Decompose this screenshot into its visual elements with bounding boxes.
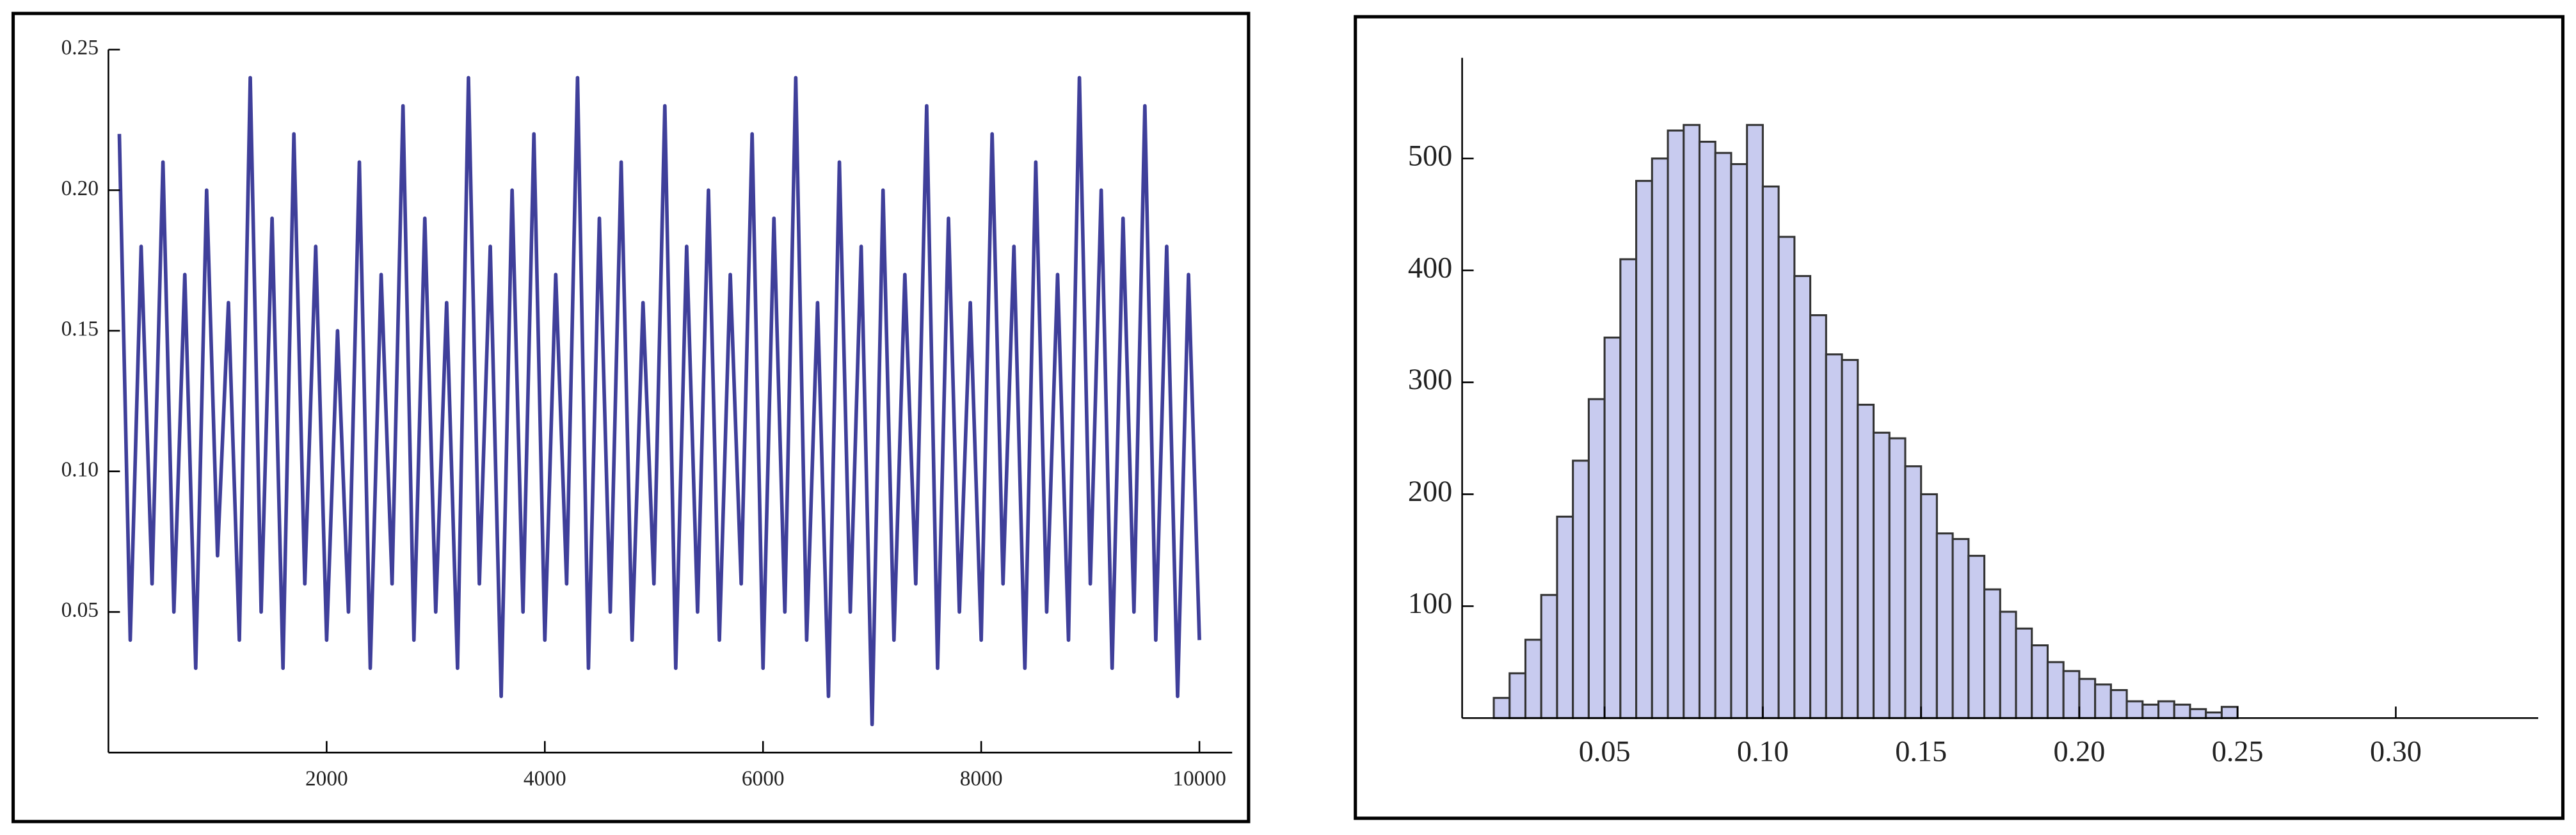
histogram-bar [2141, 703, 2160, 719]
histogram-bar [1698, 140, 1716, 719]
y-tick-label: 200 [1408, 475, 1452, 507]
y-tick-label: 0.25 [61, 36, 99, 60]
histogram-bar [1857, 403, 1875, 719]
histogram-bar [1508, 672, 1527, 719]
histogram-bar [1951, 537, 1970, 719]
histogram-bar [1983, 588, 2001, 719]
histogram-bar [2046, 661, 2065, 719]
histogram-bar [1603, 337, 1622, 719]
y-tick-label: 500 [1408, 139, 1452, 171]
histogram-bar [1872, 431, 1891, 719]
histogram-bar [1888, 437, 1907, 719]
x-tick-label: 2000 [305, 767, 348, 790]
histogram-bar [1587, 398, 1606, 719]
histogram-bar [1683, 123, 1701, 719]
y-tick-label: 0.10 [61, 457, 99, 481]
histogram-bar [2062, 670, 2081, 719]
histogram-bar [1492, 697, 1511, 719]
x-tick-label: 10000 [1172, 767, 1226, 790]
histogram-bar [1904, 465, 1923, 719]
histogram-bar [1793, 274, 1812, 719]
histogram-bar [1651, 157, 1669, 719]
histogram-bar [2220, 706, 2239, 719]
histogram-bar [1777, 235, 1796, 719]
histogram-bar [1540, 594, 1558, 719]
histogram-bar [1746, 123, 1764, 719]
x-tick-label: 0.25 [2212, 735, 2264, 767]
histogram-bar [1635, 180, 1653, 719]
histogram-bar [2109, 688, 2128, 719]
x-tick-label: 4000 [524, 767, 566, 790]
histogram-bar [1825, 353, 1843, 719]
y-tick-label: 0.05 [61, 598, 99, 622]
histogram-bar [2031, 644, 2049, 719]
histogram-bar [2173, 703, 2191, 719]
histogram-bar [2205, 711, 2223, 719]
histogram-bar [2078, 678, 2097, 719]
histogram-bar [2015, 627, 2033, 719]
histogram-bar [1809, 314, 1827, 719]
histogram-bar [1730, 163, 1748, 719]
histogram-bar [1619, 258, 1638, 719]
y-tick-label: 400 [1408, 251, 1452, 283]
y-tick-label: 100 [1408, 587, 1452, 619]
histogram-bar [1920, 493, 1938, 719]
x-tick-label: 6000 [742, 767, 785, 790]
histogram-bar [1714, 152, 1732, 719]
histogram-bar [2157, 700, 2175, 719]
histogram-bar [1841, 359, 1859, 719]
histogram-bar [1761, 185, 1780, 719]
x-tick-label: 0.30 [2370, 735, 2422, 767]
histogram-bar [1935, 532, 1954, 719]
histogram-bar [1667, 129, 1685, 719]
y-tick-label: 0.15 [61, 317, 99, 341]
histogram-bar [2125, 700, 2144, 719]
histogram-bar [2189, 708, 2207, 719]
x-tick-label: 0.20 [2053, 735, 2105, 767]
x-tick-label: 0.15 [1895, 735, 1947, 767]
x-tick-label: 8000 [960, 767, 1003, 790]
histogram-bar [1572, 459, 1590, 719]
histogram-bar [1524, 639, 1542, 719]
x-tick-label: 0.10 [1737, 735, 1789, 767]
histogram-bar [1967, 555, 1986, 719]
y-tick-label: 0.20 [61, 177, 99, 200]
x-tick-label: 0.05 [1579, 735, 1631, 767]
trace-line [117, 76, 1201, 727]
right-frame [1354, 15, 2565, 820]
histogram-bar [1556, 515, 1574, 719]
histogram-bar [1999, 610, 2017, 719]
left-frame [11, 12, 1251, 823]
y-tick-label: 300 [1408, 363, 1452, 395]
histogram-bar [2094, 683, 2112, 719]
